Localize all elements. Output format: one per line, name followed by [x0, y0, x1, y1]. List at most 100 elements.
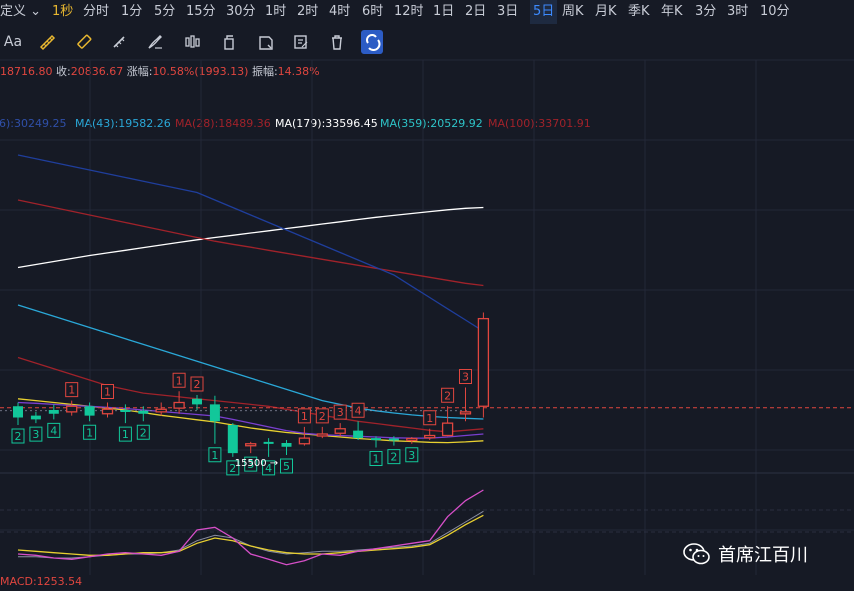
notes-icon[interactable] [290, 30, 312, 54]
timeframe-3[interactable]: 1分 [121, 4, 143, 19]
ma-line-0 [17, 206, 484, 269]
candle-body [441, 422, 454, 437]
counter-marker-label: 2 [444, 389, 451, 402]
timeframe-16[interactable]: 周K [562, 4, 584, 19]
timeframe-9[interactable]: 4时 [329, 4, 351, 19]
candle-body [227, 425, 238, 454]
timeframe-13[interactable]: 2日 [465, 4, 487, 19]
timeframe-1[interactable]: 1秒 [52, 4, 74, 19]
copy-icon[interactable] [218, 30, 240, 54]
timeframe-15[interactable]: 5日 [530, 0, 558, 24]
candle-body [353, 430, 364, 439]
timeframe-14[interactable]: 3日 [497, 4, 519, 19]
ma-line-6 [17, 401, 484, 439]
amplitude-label: 振幅: [251, 65, 278, 78]
duplicate-icon[interactable] [254, 30, 276, 54]
candle-body [30, 415, 41, 420]
ma-legend-3: MA(179):33596.45 [275, 117, 378, 130]
price-annotation: 15500 → [235, 458, 278, 469]
wechat-icon [683, 543, 710, 565]
counter-marker-box [136, 424, 150, 440]
ma-legend-2: MA(28):18489.36 [175, 117, 271, 130]
counter-marker-box [190, 376, 204, 392]
counter-marker-label: 2 [229, 462, 236, 475]
counter-marker-label: 3 [247, 458, 254, 471]
timeframe-6[interactable]: 30分 [226, 4, 256, 19]
timeframe-18[interactable]: 季K [628, 4, 650, 19]
watermark-text: 首席江百川 [718, 545, 808, 566]
candle-body [371, 438, 381, 441]
timeframe-7[interactable]: 1时 [265, 4, 287, 19]
brush-icon[interactable] [144, 30, 166, 54]
ma-line-3 [17, 304, 484, 420]
timeframe-4[interactable]: 5分 [154, 4, 176, 19]
candle-body [263, 441, 274, 444]
timeframe-17[interactable]: 月K [595, 4, 617, 19]
counter-marker-label: 3 [337, 406, 344, 419]
timeframe-20[interactable]: 3分 [695, 4, 717, 19]
ma-line-1 [17, 199, 484, 287]
counter-marker-label: 2 [319, 410, 326, 423]
counter-marker-box [101, 384, 114, 399]
text-tool-icon[interactable]: Aa [3, 34, 23, 50]
candle-body [245, 443, 257, 447]
timeframe-11[interactable]: 12时 [394, 4, 424, 19]
counter-marker-box [65, 382, 79, 398]
macd-fast-line [17, 489, 484, 566]
ma-legend-0: 36):30249.25 [0, 117, 67, 130]
measure-icon[interactable] [108, 30, 130, 54]
counter-marker-box [297, 408, 311, 424]
candle-body [155, 408, 167, 413]
candle-body [48, 410, 59, 414]
timeframe-0[interactable]: 定义 ⌄ [0, 4, 42, 19]
candle-body [138, 410, 149, 414]
candle-body [84, 406, 95, 416]
ma-line-4 [17, 356, 484, 433]
candles-icon[interactable] [181, 30, 203, 54]
candle-body [459, 411, 472, 415]
counter-marker-label: 2 [390, 451, 397, 464]
counter-marker-box [405, 447, 419, 463]
counter-marker-label: 4 [355, 404, 362, 417]
timeframe-2[interactable]: 分时 [83, 4, 110, 19]
counter-marker-box [47, 422, 61, 438]
drawing-toolbar: Aa [0, 30, 854, 56]
counter-marker-box [226, 460, 240, 476]
candle-body [209, 404, 220, 422]
low-value: 18716.80 [0, 65, 53, 78]
counter-marker-box [423, 410, 437, 426]
counter-marker-box [351, 402, 365, 418]
counter-marker-label: 4 [50, 424, 57, 437]
ma-legend-4: MA(359):20529.92 [380, 117, 483, 130]
trash-icon[interactable] [326, 30, 348, 54]
counter-marker-box [208, 447, 222, 463]
candle-body [173, 401, 185, 409]
counter-marker-label: 1 [426, 412, 433, 425]
timeframe-10[interactable]: 6时 [362, 4, 384, 19]
counter-marker-label: 1 [211, 449, 218, 462]
close-label: 收: [56, 65, 71, 78]
counter-marker-label: 2 [194, 378, 201, 391]
counter-marker-label: 1 [104, 386, 111, 399]
counter-marker-label: 1 [68, 384, 75, 397]
counter-marker-box [118, 426, 132, 442]
ma-line-2 [17, 154, 484, 332]
ruler-icon[interactable] [36, 30, 58, 54]
timeframe-5[interactable]: 15分 [186, 4, 216, 19]
timeframe-8[interactable]: 2时 [297, 4, 319, 19]
candle-body [316, 433, 328, 437]
magnet-icon[interactable] [361, 30, 383, 54]
macd-label: MACD:1253.54 [0, 575, 83, 588]
timeframe-19[interactable]: 年K [661, 4, 683, 19]
ruler-outline-icon[interactable] [73, 30, 95, 54]
timeframe-22[interactable]: 10分 [760, 4, 790, 19]
candle-body [334, 428, 346, 434]
candle-body [477, 317, 490, 407]
timeframe-21[interactable]: 3时 [727, 4, 749, 19]
counter-marker-label: 1 [86, 426, 93, 439]
timeframe-12[interactable]: 1日 [433, 4, 455, 19]
counter-marker-box [459, 369, 472, 384]
price-stats: 18716.80 收:20836.67 涨幅:10.58%(1993.13) 振… [0, 63, 320, 79]
counter-marker-label: 2 [15, 430, 22, 443]
